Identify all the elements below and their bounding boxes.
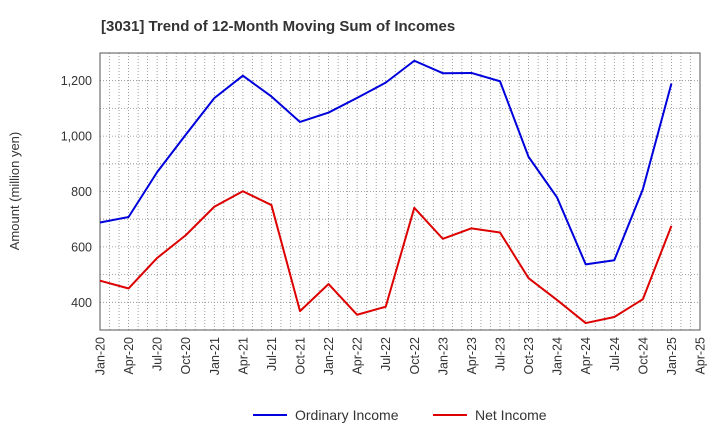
x-tick-label: Jan-25 [665, 337, 679, 375]
x-tick-label: Apr-21 [236, 337, 250, 375]
x-tick-label: Oct-23 [522, 337, 536, 375]
y-tick-label: 800 [71, 185, 92, 199]
x-tick-label: Oct-22 [408, 337, 422, 375]
x-tick-label: Jul-23 [494, 337, 508, 371]
x-tick-label: Jul-22 [379, 337, 393, 371]
legend-label-ordinary-income: Ordinary Income [295, 407, 399, 423]
y-tick-label: 600 [71, 240, 92, 254]
x-tick-label: Oct-20 [179, 337, 193, 375]
x-tick-label: Jul-20 [151, 337, 165, 371]
y-axis-tick-labels: 400 600 800 1,000 1,200 [61, 74, 92, 310]
x-tick-label: Oct-24 [636, 337, 650, 375]
x-tick-label: Apr-22 [351, 337, 365, 375]
x-tick-label: Jan-22 [322, 337, 336, 375]
y-tick-label: 400 [71, 296, 92, 310]
series-lines [99, 59, 673, 325]
legend-label-net-income: Net Income [475, 407, 547, 423]
x-tick-label: Jul-24 [608, 337, 622, 371]
x-tick-label: Jan-23 [436, 337, 450, 375]
x-tick-label: Oct-21 [294, 337, 308, 375]
plot-area-frame [99, 52, 701, 331]
y-tick-label: 1,200 [61, 74, 92, 88]
legend: Ordinary Income Net Income [253, 407, 547, 423]
x-tick-label: Jan-20 [94, 337, 108, 375]
x-tick-label: Jan-21 [208, 337, 222, 375]
x-tick-label: Apr-23 [465, 337, 479, 375]
x-tick-label: Apr-24 [579, 337, 593, 375]
x-tick-label: Apr-20 [122, 337, 136, 375]
x-axis-tick-labels: Jan-20 Apr-20 Jul-20 Oct-20 Jan-21 Apr-21 Jul-… [94, 337, 708, 375]
x-tick-label: Jul-21 [265, 337, 279, 371]
x-tick-label: Jan-24 [551, 337, 565, 375]
chart-title: [3031] Trend of 12-Month Moving Sum of I… [101, 18, 455, 35]
y-tick-label: 1,000 [61, 130, 92, 144]
x-tick-label: Apr-25 [694, 337, 708, 375]
y-axis-label: Amount (million yen) [7, 132, 22, 251]
grid-lines [100, 53, 700, 330]
